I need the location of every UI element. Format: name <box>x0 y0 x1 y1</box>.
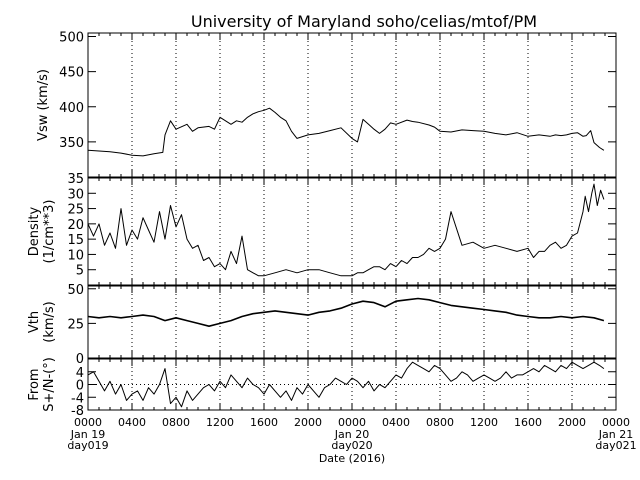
panel-vsw: 350 400 450 500 Vsw (km/s) <box>36 31 617 178</box>
y-tick-label: 5 <box>76 264 84 279</box>
x-tick-label: 1600 <box>250 416 278 429</box>
x-day-label: day020 <box>331 439 372 452</box>
chart-title: University of Maryland soho/celias/mtof/… <box>191 12 537 31</box>
series-line-vth <box>87 297 605 328</box>
y-tick-label: 450 <box>59 66 84 81</box>
y-tick-label: 25 <box>67 317 84 332</box>
x-tick-label: 1600 <box>514 416 542 429</box>
y-tick-label: 400 <box>59 101 84 116</box>
x-tick-label: 2000 <box>294 416 322 429</box>
y-axis-label: Density(1/cm**3) <box>27 200 57 264</box>
x-tick-label: 0000 <box>338 416 366 429</box>
x-tick-label: 0400 <box>118 416 146 429</box>
y-tick-label: 0 <box>76 352 84 367</box>
x-tick-label: 1200 <box>206 416 234 429</box>
y-tick-label: 4 <box>76 366 84 381</box>
x-date-label: Jan 21 <box>598 428 633 441</box>
y-axis-label: FromS+/N-(°) <box>27 357 57 412</box>
x-tick-label: 0400 <box>382 416 410 429</box>
y-tick-label: 20 <box>67 218 84 233</box>
panel-angle: -8-404 FromS+/N-(°) <box>27 357 617 419</box>
x-axis-label: Date (2016) <box>319 452 385 465</box>
series-line-density <box>87 183 605 277</box>
y-tick-label: -8 <box>71 404 84 419</box>
y-tick-label: 50 <box>67 283 84 298</box>
y-tick-label: 500 <box>59 31 84 46</box>
y-tick-label: -4 <box>71 391 84 406</box>
x-tick-label: 2000 <box>558 416 586 429</box>
y-tick-label: 10 <box>67 248 84 263</box>
x-tick-label: 0800 <box>162 416 190 429</box>
y-tick-label: 25 <box>67 203 84 218</box>
y-axis-label: Vth(km/s) <box>27 301 57 343</box>
x-tick-label: 0800 <box>426 416 454 429</box>
y-tick-label: 35 <box>67 172 84 187</box>
y-tick-label: 0 <box>76 379 84 394</box>
panel-vth: 0 25 50 Vth(km/s) <box>27 283 617 367</box>
x-date-label: Jan 20 <box>334 428 369 441</box>
y-tick-label: 350 <box>59 136 84 151</box>
x-day-label: day021 <box>595 439 636 452</box>
y-axis-label: Vsw (km/s) <box>36 69 51 141</box>
series-line-vsw <box>87 107 605 157</box>
series-line-angle <box>87 361 605 408</box>
x-tick-label: 0000 <box>602 416 630 429</box>
x-tick-label: 0000 <box>74 416 102 429</box>
x-tick-label: 1200 <box>470 416 498 429</box>
x-day-label: day019 <box>67 439 108 452</box>
y-tick-label: 30 <box>67 187 84 202</box>
y-tick-label: 15 <box>67 233 84 248</box>
x-date-label: Jan 19 <box>70 428 105 441</box>
